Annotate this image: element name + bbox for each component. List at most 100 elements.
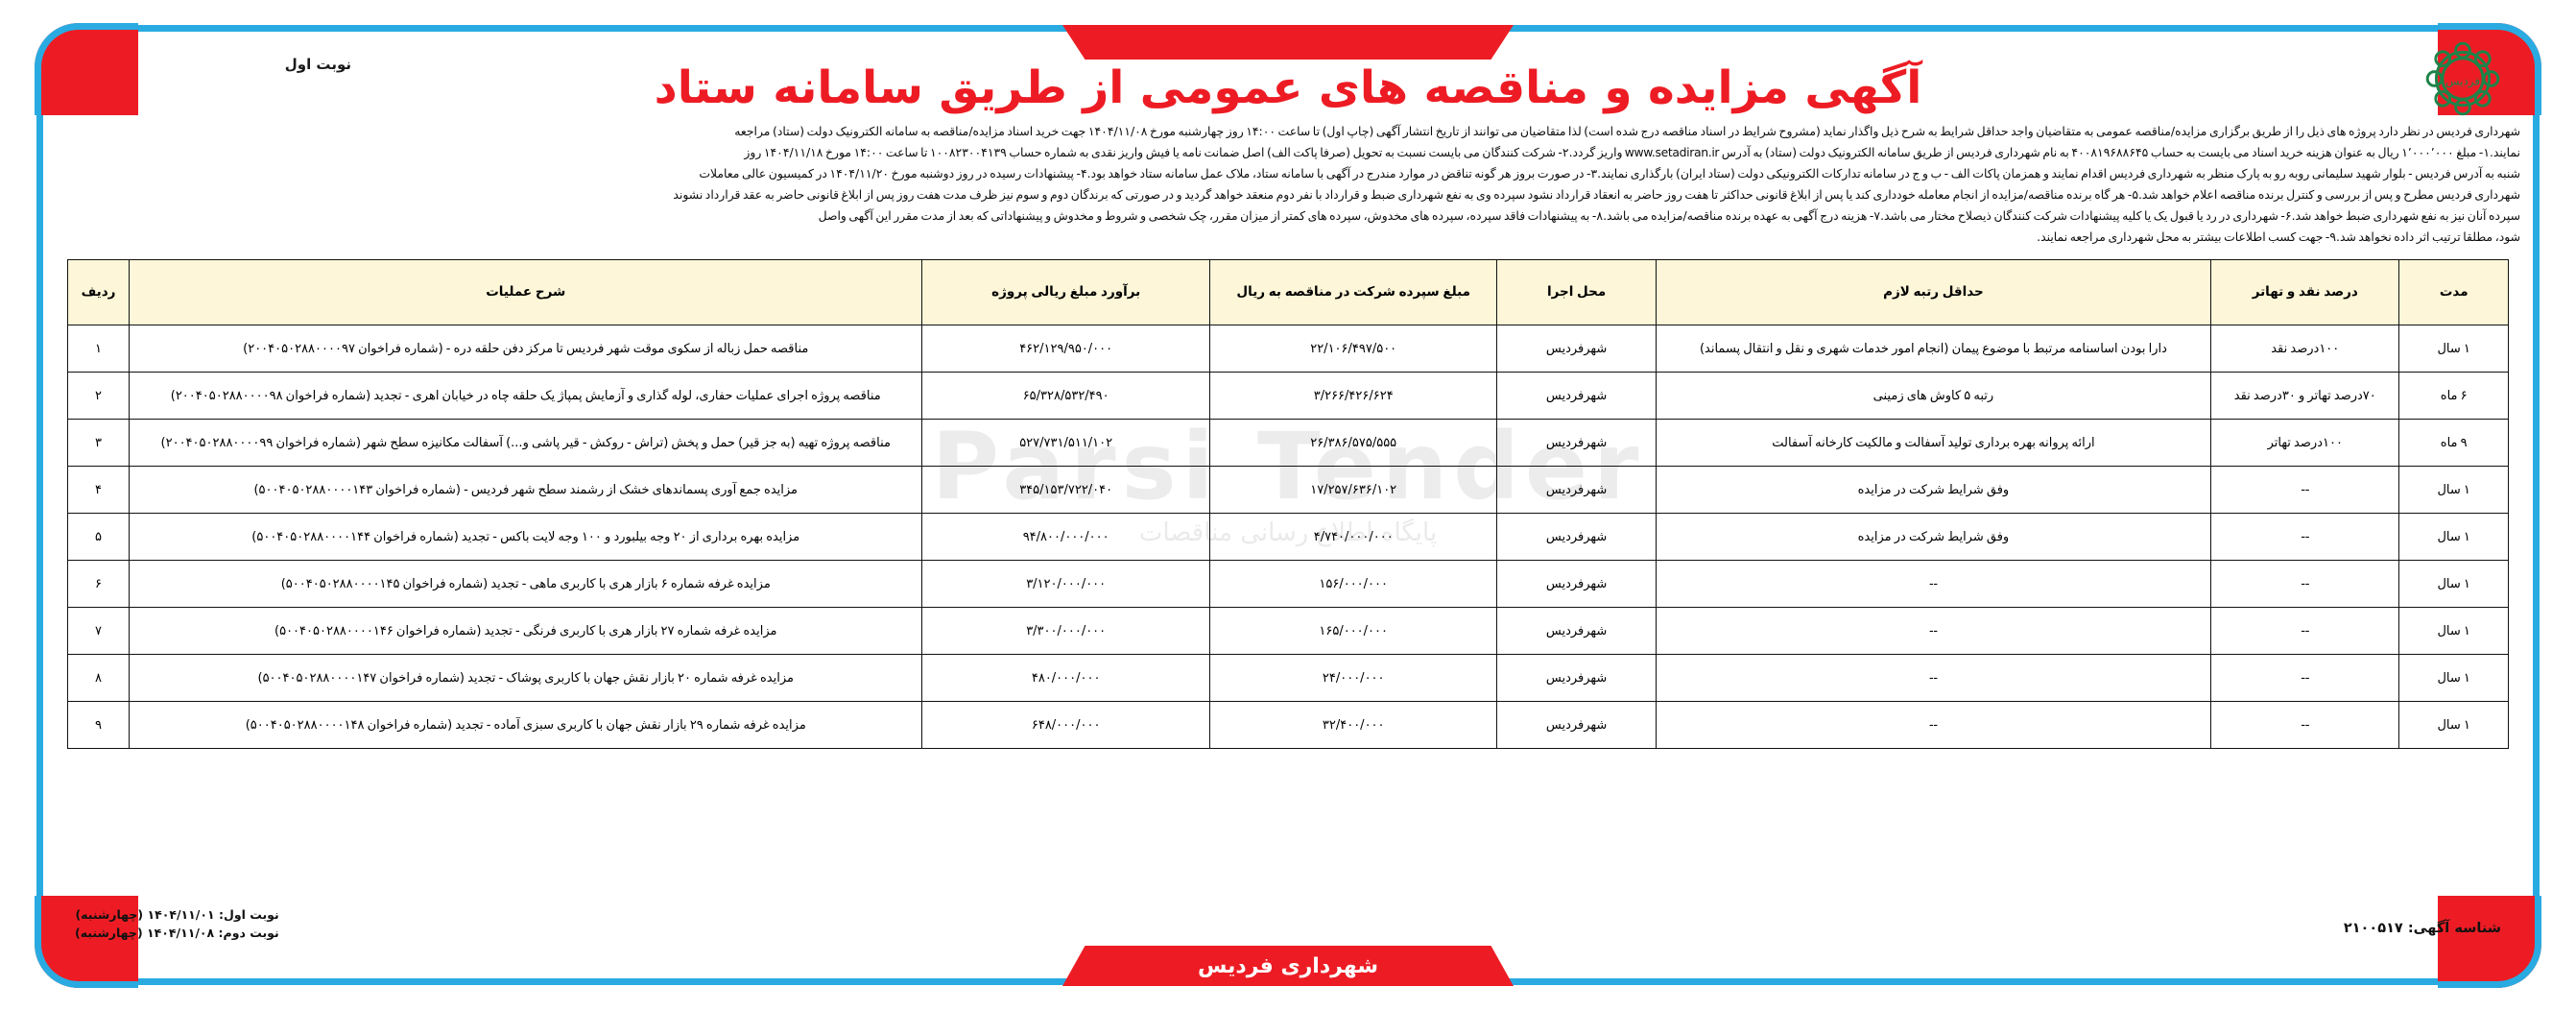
cell-percent: -- — [2210, 560, 2400, 608]
cell-deposit: ۴/۷۴۰/۰۰۰/۰۰۰ — [1208, 513, 1498, 561]
tender-table-container: مدت درصد نقد و تهاتر حداقل رتبه لازم محل… — [66, 259, 2509, 749]
cell-place: شهرفردیس — [1496, 560, 1657, 608]
cell-row-no: ۹ — [66, 701, 131, 749]
ad-id: شناسه آگهی: ۲۱۰۰۵۱۷ — [2343, 921, 2501, 936]
intro-line-4: شهرداری فردیس مطرح و پس از بررسی و کنترل… — [673, 187, 2520, 202]
cell-description: مزایده غرفه شماره ۲۷ بازار هری با کاربری… — [129, 607, 923, 655]
cell-duration: ۱ سال — [2398, 513, 2509, 561]
svg-text:فردیس: فردیس — [2445, 74, 2480, 88]
cell-estimate: ۳/۳۰۰/۰۰۰/۰۰۰ — [921, 607, 1210, 655]
cell-min-requirement: -- — [1655, 701, 2212, 749]
cell-description: مناقصه پروژه تهیه (به جز قیر) حمل و پخش … — [129, 419, 923, 467]
cell-description: مزایده غرفه شماره ۶ بازار هری با کاربری … — [129, 560, 923, 608]
page-title: آگهی مزایده و مناقصه های عمومی از طریق س… — [654, 61, 1922, 114]
header-estimate: برآورد مبلغ ریالی پروژه — [921, 259, 1210, 325]
table-row: ۹ ماه ۱۰۰درصد تهاتر ارائه پروانه بهره بردا… — [66, 419, 2509, 467]
cell-percent: -- — [2210, 654, 2400, 702]
cell-deposit: ۳۲/۴۰۰/۰۰۰ — [1208, 701, 1498, 749]
table-row: ۱ سال -- -- شهرفردیس ۱۶۵/۰۰۰/۰۰۰ ۳/۳۰۰/۰۰۰/۰۰… — [66, 607, 2509, 655]
cell-estimate: ۵۲۷/۷۳۱/۵۱۱/۱۰۲ — [921, 419, 1210, 467]
second-publication-date: نوبت دوم: ۱۴۰۴/۱۱/۰۸ (چهارشنبه) — [75, 926, 279, 940]
header-description: شرح عملیات — [129, 259, 923, 325]
cell-percent: -- — [2210, 701, 2400, 749]
cell-min-requirement: دارا بودن اساسنامه مرتبط با موضوع پیمان … — [1655, 325, 2212, 373]
cell-deposit: ۲۴/۰۰۰/۰۰۰ — [1208, 654, 1498, 702]
cell-place: شهرفردیس — [1496, 466, 1657, 514]
cell-duration: ۱ سال — [2398, 560, 2509, 608]
cell-duration: ۱ سال — [2398, 701, 2509, 749]
cell-row-no: ۷ — [66, 607, 131, 655]
cell-deposit: ۲۲/۱۰۶/۴۹۷/۵۰۰ — [1208, 325, 1498, 373]
cell-estimate: ۴۸۰/۰۰۰/۰۰۰ — [921, 654, 1210, 702]
cell-place: شهرفردیس — [1496, 513, 1657, 561]
intro-paragraph: شهرداری فردیس در نظر دارد پروژه های ذیل … — [56, 121, 2520, 248]
cell-duration: ۱ سال — [2398, 607, 2509, 655]
intro-line-6: شود، مطلقا ترتیب اثر داده نخواهد شد.۹- ج… — [2037, 229, 2520, 244]
table-row: ۱ سال -- وفق شرایط شرکت در مزایده شهرفردیس ۴… — [66, 513, 2509, 561]
table-row: ۶ ماه ۷۰درصد تهاتر و ۳۰درصد نقد رتبه ۵ کاو… — [66, 372, 2509, 420]
tender-table-head: مدت درصد نقد و تهاتر حداقل رتبه لازم محل… — [66, 259, 2509, 325]
header-row-no: ردیف — [66, 259, 131, 325]
cell-min-requirement: ارائه پروانه بهره برداری تولید آسفالت و … — [1655, 419, 2212, 467]
cell-row-no: ۳ — [66, 419, 131, 467]
cell-place: شهرفردیس — [1496, 701, 1657, 749]
cell-estimate: ۶۴۸/۰۰۰/۰۰۰ — [921, 701, 1210, 749]
cell-description: مزایده بهره برداری از ۲۰ وجه بیلبورد و ۱… — [129, 513, 923, 561]
corner-mask-top-right — [2438, 23, 2541, 115]
top-ribbon — [1062, 25, 1514, 60]
cell-deposit: ۳/۲۶۶/۴۲۶/۶۲۴ — [1208, 372, 1498, 420]
organization-name: شهرداری فردیس — [1198, 953, 1378, 978]
cell-row-no: ۱ — [66, 325, 131, 373]
cell-place: شهرفردیس — [1496, 419, 1657, 467]
header-min-requirement: حداقل رتبه لازم — [1655, 259, 2212, 325]
bottom-ribbon: شهرداری فردیس — [1062, 946, 1514, 986]
table-row: ۱ سال ۱۰۰درصد نقد دارا بودن اساسنامه مرتبط… — [66, 325, 2509, 373]
header-place: محل اجرا — [1496, 259, 1657, 325]
tender-table: مدت درصد نقد و تهاتر حداقل رتبه لازم محل… — [66, 259, 2509, 749]
header-deposit: مبلغ سپرده شرکت در مناقصه به ریال — [1208, 259, 1498, 325]
cell-min-requirement: -- — [1655, 654, 2212, 702]
cell-row-no: ۶ — [66, 560, 131, 608]
cell-deposit: ۱۵۶/۰۰۰/۰۰۰ — [1208, 560, 1498, 608]
cell-duration: ۹ ماه — [2398, 419, 2509, 467]
header-percent: درصد نقد و تهاتر — [2210, 259, 2400, 325]
corner-mask-bottom-left — [35, 896, 138, 988]
corner-mask-bottom-right — [2438, 896, 2541, 988]
cell-percent: ۱۰۰درصد تهاتر — [2210, 419, 2400, 467]
intro-line-1: شهرداری فردیس در نظر دارد پروژه های ذیل … — [734, 124, 2520, 138]
cell-description: مزایده جمع آوری پسماندهای خشک از رشمند س… — [129, 466, 923, 514]
cell-min-requirement: رتبه ۵ کاوش های زمینی — [1655, 372, 2212, 420]
cell-description: مزایده غرفه شماره ۲۰ بازار نقش جهان با ک… — [129, 654, 923, 702]
cell-duration: ۶ ماه — [2398, 372, 2509, 420]
cell-duration: ۱ سال — [2398, 325, 2509, 373]
cell-duration: ۱ سال — [2398, 466, 2509, 514]
cell-percent: ۷۰درصد تهاتر و ۳۰درصد نقد — [2210, 372, 2400, 420]
intro-line-3: شنبه به آدرس فردیس - بلوار شهید سلیمانی … — [699, 166, 2520, 181]
tender-table-body: ۱ سال ۱۰۰درصد نقد دارا بودن اساسنامه مرتبط… — [66, 325, 2509, 749]
cell-row-no: ۴ — [66, 466, 131, 514]
cell-deposit: ۱۷/۲۵۷/۶۳۶/۱۰۲ — [1208, 466, 1498, 514]
cell-description: مناقصه حمل زباله از سکوی موقت شهر فردیس … — [129, 325, 923, 373]
table-row: ۱ سال -- وفق شرایط شرکت در مزایده شهرفردیس ۱… — [66, 466, 2509, 514]
issue-label: نوبت اول — [284, 56, 351, 73]
cell-percent: -- — [2210, 607, 2400, 655]
cell-place: شهرفردیس — [1496, 372, 1657, 420]
corner-mask-top-left — [35, 23, 138, 115]
table-row: ۱ سال -- -- شهرفردیس ۱۵۶/۰۰۰/۰۰۰ ۳/۱۲۰/۰۰۰/۰۰… — [66, 560, 2509, 608]
cell-min-requirement: وفق شرایط شرکت در مزایده — [1655, 513, 2212, 561]
cell-place: شهرفردیس — [1496, 654, 1657, 702]
cell-min-requirement: -- — [1655, 560, 2212, 608]
table-header-row: مدت درصد نقد و تهاتر حداقل رتبه لازم محل… — [66, 259, 2509, 325]
cell-estimate: ۳/۱۲۰/۰۰۰/۰۰۰ — [921, 560, 1210, 608]
cell-min-requirement: وفق شرایط شرکت در مزایده — [1655, 466, 2212, 514]
table-row: ۱ سال -- -- شهرفردیس ۳۲/۴۰۰/۰۰۰ ۶۴۸/۰۰۰/۰۰۰ مز… — [66, 701, 2509, 749]
intro-line-2: نمایند.۱- مبلغ ۱٬۰۰۰٬۰۰۰ ریال به عنوان ه… — [744, 145, 2520, 159]
cell-percent: ۱۰۰درصد نقد — [2210, 325, 2400, 373]
header-duration: مدت — [2398, 259, 2509, 325]
cell-estimate: ۳۴۵/۱۵۳/۷۲۲/۰۴۰ — [921, 466, 1210, 514]
cell-percent: -- — [2210, 513, 2400, 561]
table-row: ۱ سال -- -- شهرفردیس ۲۴/۰۰۰/۰۰۰ ۴۸۰/۰۰۰/۰۰۰ مز… — [66, 654, 2509, 702]
cell-deposit: ۲۶/۳۸۶/۵۷۵/۵۵۵ — [1208, 419, 1498, 467]
cell-estimate: ۶۵/۳۲۸/۵۳۲/۴۹۰ — [921, 372, 1210, 420]
